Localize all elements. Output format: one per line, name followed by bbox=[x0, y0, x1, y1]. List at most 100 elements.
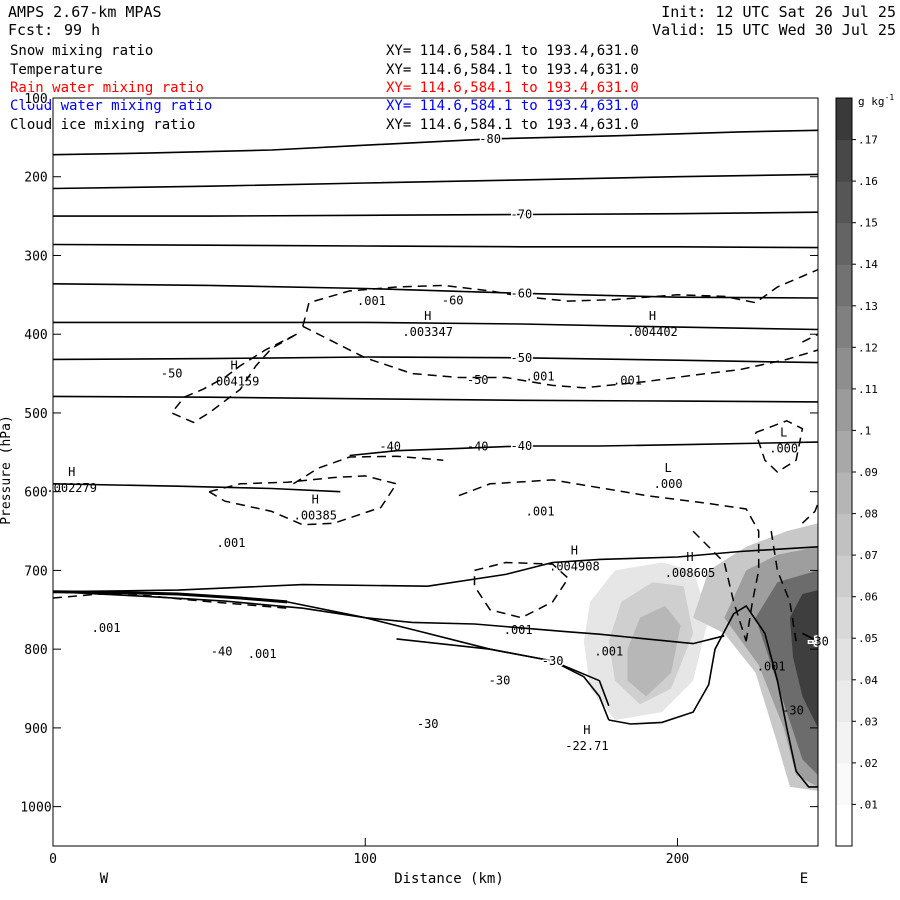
x-axis-title: Distance (km) bbox=[394, 871, 504, 887]
y-tick-label-0: 100 bbox=[24, 92, 47, 107]
isotherm-line-9 bbox=[52, 483, 341, 493]
field-cloudwater-xy: XY= 114.6,584.1 to 193.4,631.0 bbox=[386, 98, 639, 114]
forecast-hours: 99 h bbox=[64, 21, 101, 39]
colorbar: .01 .02 .03 .04 .05 .06 .07 .08 .09 .1 .11 .12 .13 .1… bbox=[835, 97, 878, 847]
field-temperature-name: Temperature bbox=[10, 62, 103, 78]
y-tick-label-4: 500 bbox=[24, 407, 47, 422]
extremum-value-5: .00385 bbox=[294, 508, 337, 522]
y-tick-label-8: 900 bbox=[24, 722, 47, 737]
isotherm-line-7 bbox=[52, 395, 819, 403]
colorbar-swatch-2 bbox=[836, 721, 852, 764]
mixing-ratio-contour-10 bbox=[52, 593, 288, 609]
extremum-type-6: L bbox=[664, 461, 671, 475]
colorbar-swatch-14 bbox=[836, 222, 852, 265]
colorbar-label-11: .12 bbox=[858, 341, 878, 354]
contour-label-15: -30 bbox=[417, 717, 439, 731]
west-label: W bbox=[100, 871, 109, 887]
isotherm-line-5 bbox=[53, 321, 819, 331]
colorbar-label-1: .02 bbox=[858, 757, 878, 770]
mixing-ratio-contour-2 bbox=[302, 325, 819, 389]
field-temperature-xy: XY= 114.6,584.1 to 193.4,631.0 bbox=[386, 62, 639, 78]
y-axis: 100 200 300 400 500 600 700 800 900 1000 bbox=[19, 91, 818, 817]
extremum-type-9: H bbox=[583, 723, 590, 737]
extremum-value-6: .000 bbox=[654, 477, 683, 491]
colorbar-label-7: .08 bbox=[858, 508, 878, 521]
field-rain-name: Rain water mixing ratio bbox=[10, 80, 204, 96]
field-snow-xy: XY= 114.6,584.1 to 193.4,631.0 bbox=[386, 43, 639, 59]
extremum-type-0: H bbox=[230, 359, 237, 373]
contour-label-2: .001 bbox=[526, 370, 555, 384]
extremum-type-3: L bbox=[780, 425, 787, 439]
colorbar-swatch-15 bbox=[836, 181, 852, 224]
x-axis: 0 100 200 bbox=[49, 838, 689, 867]
isotherm-label-11: -30 bbox=[542, 654, 564, 668]
colorbar-label-13: .14 bbox=[858, 258, 878, 271]
contour-label-13: .001 bbox=[504, 623, 533, 637]
isotherm-label-8: -40 bbox=[511, 439, 533, 453]
extremum-value-8: .008605 bbox=[665, 566, 716, 580]
isotherm-label-6: -50 bbox=[511, 351, 533, 365]
colorbar-label-15: .16 bbox=[858, 175, 878, 188]
colorbar-swatch-9 bbox=[836, 430, 852, 473]
contour-label-17: .001 bbox=[757, 659, 786, 673]
colorbar-label-0: .01 bbox=[858, 798, 878, 811]
y-tick-label-9: 1000 bbox=[20, 801, 51, 816]
plot-frame bbox=[52, 97, 819, 847]
mixing-ratio-contour-11 bbox=[802, 333, 819, 343]
contour-label-11: -40 bbox=[211, 645, 233, 659]
terrain-slope-line bbox=[287, 601, 610, 721]
terrain-ridge-line bbox=[52, 590, 288, 604]
extremum-type-2: H bbox=[649, 309, 656, 323]
forecast-label: Fcst: bbox=[8, 21, 54, 39]
colorbar-label-2: .03 bbox=[858, 715, 878, 728]
contour-label-14: -30 bbox=[489, 674, 511, 688]
contour-label-8: .001 bbox=[526, 504, 555, 518]
terrain-outline bbox=[52, 590, 818, 788]
x-tick-label-1: 100 bbox=[353, 852, 376, 867]
mixing-ratio-contour-1 bbox=[170, 333, 297, 424]
mixing-ratio-contour-8 bbox=[770, 530, 797, 642]
isotherm-line-11 bbox=[396, 638, 610, 707]
colorbar-swatch-12 bbox=[836, 305, 852, 348]
y-tick-label-5: 600 bbox=[24, 486, 47, 501]
x-tick-label-0: 0 bbox=[49, 852, 57, 867]
contour-label-5: -50 bbox=[161, 367, 183, 381]
mixing-ratio-contour-5 bbox=[458, 479, 760, 642]
east-label: E bbox=[800, 871, 808, 887]
mixing-ratio-contour-12 bbox=[801, 503, 819, 524]
y-tick-label-7: 800 bbox=[24, 643, 47, 658]
contour-label-9: .001 bbox=[217, 536, 246, 550]
isotherm-line-10 bbox=[52, 590, 725, 645]
contour-label-12: .001 bbox=[248, 647, 277, 661]
isotherm-line-4 bbox=[52, 283, 819, 299]
contour-label-16: .001 bbox=[594, 645, 623, 659]
colorbar-swatch-6 bbox=[836, 555, 852, 598]
extremum-value-3: .000 bbox=[769, 441, 798, 455]
contour-label-7: -40 bbox=[467, 440, 489, 454]
isotherm-line-2 bbox=[53, 211, 819, 217]
colorbar-swatch-1 bbox=[836, 762, 852, 805]
colorbar-swatch-8 bbox=[836, 472, 852, 515]
y-tick-label-2: 300 bbox=[24, 250, 47, 265]
colorbar-swatch-5 bbox=[836, 596, 852, 639]
mixing-ratio-contour-6 bbox=[473, 561, 570, 619]
colorbar-swatch-0 bbox=[836, 804, 852, 847]
y-axis-title: Pressure (hPa) bbox=[0, 415, 14, 525]
field-cloudice-xy: XY= 114.6,584.1 to 193.4,631.0 bbox=[386, 117, 639, 133]
extremum-type-8: H bbox=[686, 550, 693, 564]
isotherm-line-12 bbox=[52, 546, 819, 593]
colorbar-swatch-17 bbox=[836, 98, 852, 141]
colorbar-swatch-3 bbox=[836, 679, 852, 722]
extremum-value-0: .004159 bbox=[209, 375, 260, 389]
contour-label-1: -60 bbox=[442, 293, 464, 307]
isotherm-line-1 bbox=[52, 173, 819, 190]
colorbar-label-4: .05 bbox=[858, 632, 878, 645]
shading-blob-6 bbox=[789, 590, 818, 728]
field-cloudice-name: Cloud ice mixing ratio bbox=[10, 117, 196, 133]
colorbar-label-3: .04 bbox=[858, 674, 878, 687]
extrema-markers: H .004159 H .003347 H .004402 L .000 H .002279 H .0… bbox=[46, 309, 798, 753]
mixing-ratio-contours bbox=[52, 268, 819, 642]
isotherm-line-3 bbox=[52, 243, 819, 249]
x-tick-label-2: 200 bbox=[666, 852, 689, 867]
